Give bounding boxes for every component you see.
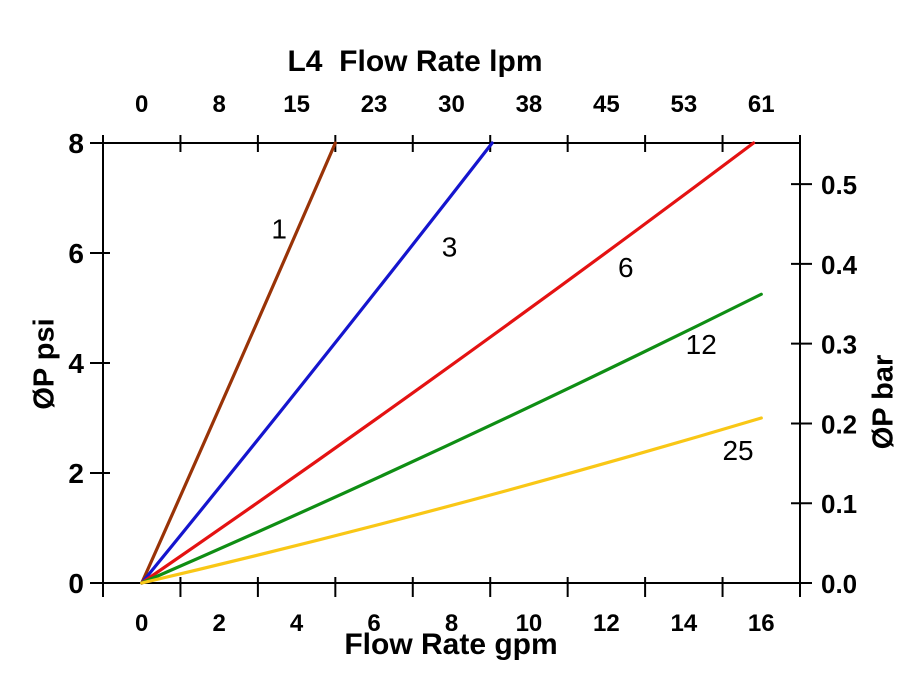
series-line-3 [140, 141, 494, 585]
right-axis-tick-label: 0.5 [821, 170, 857, 200]
left-axis-title: ØP psi [28, 318, 61, 410]
bottom-axis-tick-label: 8 [445, 610, 458, 637]
series-line-1 [140, 141, 337, 585]
right-axis-title: ØP bar [867, 354, 900, 450]
top-axis-tick-label: 53 [670, 91, 697, 118]
top-axis-tick-label: 0 [135, 91, 148, 118]
series-label-12: 12 [686, 329, 717, 360]
top-axis-tick-label: 30 [438, 91, 465, 118]
bottom-axis-tick-label: 6 [367, 610, 380, 637]
series-label-25: 25 [722, 435, 753, 466]
bottom-axis-tick-label: 14 [670, 610, 697, 637]
left-axis-tick-label: 0 [68, 568, 84, 599]
left-axis-tick-label: 6 [68, 238, 84, 269]
bottom-axis-tick-label: 2 [212, 610, 225, 637]
top-axis-tick-label: 15 [283, 91, 310, 118]
right-axis-tick-label: 0.2 [821, 409, 857, 439]
right-axis-tick-label: 0.3 [821, 330, 857, 360]
top-axis-tick-label: 38 [516, 91, 543, 118]
top-axis-tick-label: 45 [593, 91, 620, 118]
bottom-axis-tick-label: 16 [748, 610, 775, 637]
series-label-6: 6 [618, 252, 634, 283]
right-axis-tick-label: 0.0 [821, 569, 857, 599]
series-line-6 [140, 141, 756, 585]
top-axis-tick-label: 61 [748, 91, 775, 118]
right-axis-tick-label: 0.4 [821, 250, 858, 280]
top-axis-tick-label: 23 [361, 91, 388, 118]
top-axis-tick-label: 8 [212, 91, 225, 118]
right-axis-tick-label: 0.1 [821, 489, 857, 519]
plot-border [102, 142, 801, 584]
left-axis-tick-label: 4 [68, 348, 84, 379]
top-axis-title: L4 Flow Rate lpm [287, 45, 543, 78]
series-line-12 [140, 292, 763, 585]
left-axis-tick-label: 8 [68, 128, 84, 159]
bottom-axis-tick-label: 0 [135, 610, 148, 637]
bottom-axis-tick-label: 10 [516, 610, 543, 637]
series-label-3: 3 [442, 231, 458, 262]
bottom-axis-tick-label: 4 [290, 610, 304, 637]
bottom-axis-tick-label: 12 [593, 610, 620, 637]
bottom-axis-title: Flow Rate gpm [344, 628, 558, 661]
series-label-1: 1 [271, 213, 287, 244]
series-line-25 [140, 416, 763, 585]
left-axis-tick-label: 2 [68, 458, 84, 489]
